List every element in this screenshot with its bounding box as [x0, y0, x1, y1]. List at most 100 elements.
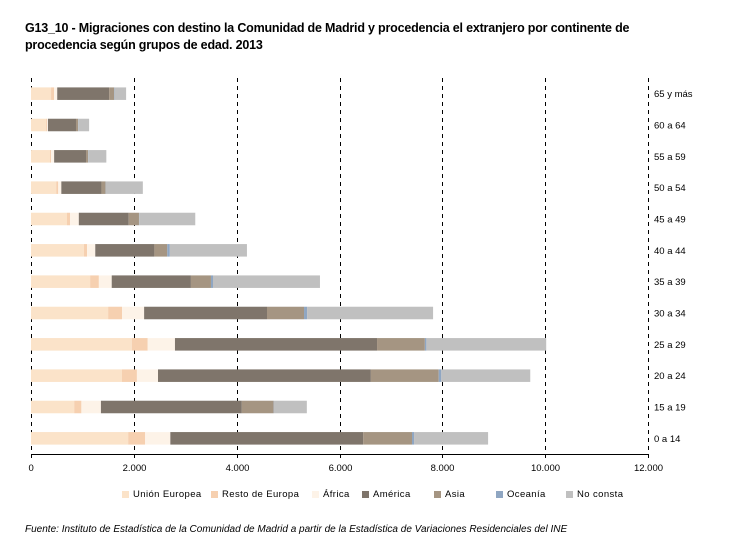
- bar-segment: [145, 432, 171, 445]
- bar-segment: [70, 212, 79, 226]
- bar-segment: [307, 306, 434, 320]
- bar-segment: [122, 369, 137, 382]
- bar-segment: [31, 118, 46, 132]
- x-tick-label: 6.000: [329, 463, 353, 474]
- bar-segment: [31, 338, 132, 351]
- bar-segment: [81, 400, 101, 414]
- bar-segment: [210, 275, 214, 288]
- legend-label: Oceanía: [507, 489, 546, 500]
- x-tick-label: 8.000: [431, 463, 455, 474]
- bar-segment: [54, 150, 87, 163]
- bar-segment: [414, 432, 489, 445]
- category-label: 55 a 59: [654, 152, 686, 163]
- category-label: 25 a 29: [654, 340, 686, 351]
- legend-item: Resto de Europa: [211, 489, 299, 500]
- bar-segment: [273, 400, 307, 414]
- bar-segment: [190, 275, 211, 288]
- bar-segment: [75, 118, 79, 132]
- bar-segment: [31, 150, 51, 163]
- bar-segment: [31, 87, 52, 100]
- bar-segment: [370, 369, 439, 382]
- legend-item: Asia: [434, 489, 465, 500]
- bar-segment: [377, 338, 425, 351]
- legend-swatch: [211, 491, 218, 498]
- bar-segment: [128, 212, 139, 226]
- bar-segment: [108, 306, 123, 320]
- bar-segment: [157, 369, 371, 382]
- bar-segment: [56, 181, 59, 194]
- bar-segment: [61, 181, 102, 194]
- bar-segment: [74, 400, 82, 414]
- legend-label: Asia: [445, 489, 466, 500]
- bar-segment: [363, 432, 412, 445]
- category-label: 40 a 44: [654, 246, 686, 257]
- category-label: 30 a 34: [654, 309, 686, 320]
- bar-segment: [31, 244, 84, 257]
- bar-segment: [128, 432, 146, 445]
- bar-segment: [267, 306, 305, 320]
- bar-segment: [31, 181, 57, 194]
- legend-swatch: [496, 491, 503, 498]
- category-labels: 65 y más 60 a 64 55 a 59 50 a 54 45 a 49 40 a…: [654, 89, 693, 445]
- bar-segment: [122, 306, 145, 320]
- legend-swatch: [312, 491, 319, 498]
- category-label: 35 a 39: [654, 277, 686, 288]
- bar-segment: [45, 118, 47, 132]
- bar-segment: [426, 338, 547, 351]
- bar-segment: [424, 338, 427, 351]
- category-label: 45 a 49: [654, 215, 686, 226]
- bar-segment: [144, 306, 268, 320]
- legend: Unión Europea Resto de Europa África Améric…: [0, 489, 734, 503]
- bar-segment: [174, 338, 378, 351]
- bar-segment: [78, 118, 90, 132]
- bar-segment: [31, 212, 67, 226]
- legend-item: Oceanía: [496, 489, 546, 500]
- bar-segment: [66, 212, 71, 226]
- x-tick-label: 0: [29, 463, 34, 474]
- legend-label: América: [373, 489, 411, 500]
- category-label: 65 y más: [654, 89, 693, 100]
- bar-segment: [241, 400, 274, 414]
- bar-segment: [88, 150, 107, 163]
- bar-segment: [100, 400, 242, 414]
- bar-segment: [95, 244, 155, 257]
- bar-segment: [411, 432, 415, 445]
- bar-segment: [31, 306, 109, 320]
- bar-segment: [105, 181, 143, 194]
- bar-segment: [51, 150, 55, 163]
- legend-label: No consta: [577, 489, 624, 500]
- bar-segment: [31, 275, 91, 288]
- chart-title: G13_10 - Migraciones con destino la Comu…: [25, 21, 630, 52]
- legend-item: No consta: [566, 489, 623, 500]
- legend-label: Resto de Europa: [222, 489, 300, 500]
- legend-label: África: [323, 489, 350, 500]
- bar-segment: [58, 181, 62, 194]
- x-tick-label: 12.000: [634, 463, 663, 474]
- legend-swatch: [566, 491, 573, 498]
- bar-segment: [114, 87, 127, 100]
- x-tick-label: 2.000: [123, 463, 147, 474]
- bar-segment: [31, 400, 75, 414]
- bar-segment: [57, 87, 110, 100]
- bar-segment: [109, 87, 115, 100]
- x-axis: 0 2.000 4.000 6.000 8.000 10.000 12.000: [29, 454, 663, 474]
- bar-segment: [147, 338, 175, 351]
- category-label: 15 a 19: [654, 403, 686, 414]
- bar-segment: [86, 150, 89, 163]
- bar-segment: [154, 244, 168, 257]
- bar-segment: [101, 181, 106, 194]
- bar-segment: [111, 275, 191, 288]
- legend-swatch: [362, 491, 369, 498]
- category-label: 60 a 64: [654, 121, 686, 132]
- bar-segment: [47, 118, 76, 132]
- bar-segment: [114, 87, 115, 100]
- bar-segment: [31, 369, 123, 382]
- x-tick-label: 10.000: [531, 463, 560, 474]
- bar-segment: [139, 212, 196, 226]
- bars: [31, 87, 547, 445]
- bar-segment: [136, 369, 158, 382]
- bar-segment: [90, 275, 99, 288]
- category-label: 50 a 54: [654, 183, 686, 194]
- bar-segment: [31, 432, 129, 445]
